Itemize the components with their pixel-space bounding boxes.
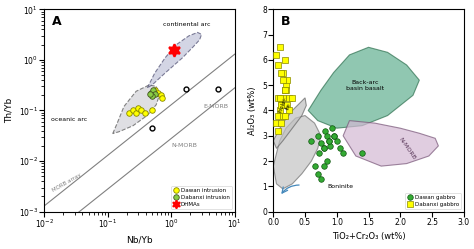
Text: N-MORB: N-MORB	[171, 143, 197, 148]
Text: MORB array: MORB array	[52, 172, 82, 192]
Legend: Dawan gabbro, Dabanxi gabbro: Dawan gabbro, Dabanxi gabbro	[405, 193, 461, 209]
Text: Boninite: Boninite	[327, 184, 353, 189]
Polygon shape	[113, 85, 159, 133]
Text: oceanic arc: oceanic arc	[52, 118, 88, 123]
Y-axis label: Th/Yb: Th/Yb	[4, 98, 13, 123]
Polygon shape	[343, 121, 438, 166]
Text: tholei-
ite: tholei- ite	[278, 96, 294, 115]
Text: E-MORB: E-MORB	[203, 104, 228, 109]
Text: B: B	[281, 15, 291, 28]
Y-axis label: Al₂O₃ (wt%): Al₂O₃ (wt%)	[247, 86, 256, 135]
Polygon shape	[308, 47, 419, 128]
Text: N-MORB: N-MORB	[397, 136, 416, 160]
Text: A: A	[52, 15, 62, 28]
X-axis label: Nb/Yb: Nb/Yb	[126, 236, 153, 245]
Text: continental arc: continental arc	[164, 22, 211, 27]
Polygon shape	[273, 98, 306, 148]
X-axis label: TiO₂+Cr₂O₃ (wt%): TiO₂+Cr₂O₃ (wt%)	[332, 232, 405, 242]
Polygon shape	[147, 32, 201, 88]
Text: Back-arc
basin basalt: Back-arc basin basalt	[346, 80, 384, 91]
Legend: Dawan intrusion, Dabanxi intrusion, DHMAs: Dawan intrusion, Dabanxi intrusion, DHMA…	[172, 186, 232, 209]
Polygon shape	[273, 116, 321, 189]
